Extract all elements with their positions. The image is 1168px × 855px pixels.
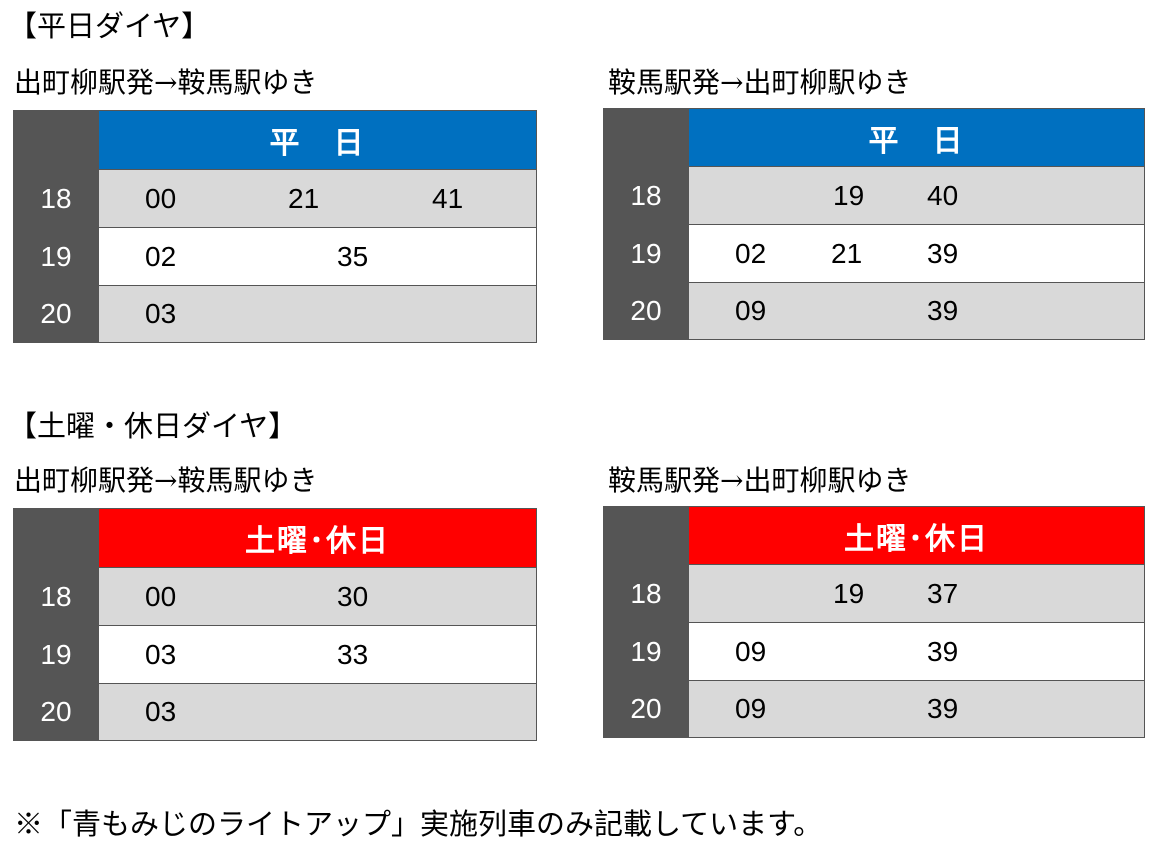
holiday-outbound-timetable: 土曜･休日 18 00 30 19 03 33 20 03 <box>13 508 537 741</box>
departure-minute: 02 <box>145 240 177 272</box>
departure-minute: 41 <box>432 182 464 214</box>
minutes-cell: 03 33 <box>98 625 537 684</box>
weekday-inbound-timetable: 平 日 18 19 40 19 02 21 39 20 09 39 <box>603 108 1145 340</box>
table-corner <box>13 508 99 568</box>
table-row: 19 03 33 <box>13 625 537 684</box>
hour-cell: 18 <box>13 567 99 626</box>
table-row: 19 09 39 <box>603 622 1145 681</box>
departure-minute: 33 <box>337 638 369 670</box>
table-row: 18 00 30 <box>13 567 537 626</box>
departure-minute: 03 <box>145 696 177 727</box>
departure-minute: 39 <box>927 295 959 326</box>
departure-minute: 30 <box>337 580 369 612</box>
departure-minute: 09 <box>735 635 767 667</box>
minutes-cell: 09 39 <box>688 680 1145 738</box>
weekday-outbound-timetable: 平 日 18 00 21 41 19 02 35 20 03 <box>13 110 537 343</box>
weekday-section-heading: 【平日ダイヤ】 <box>8 9 211 43</box>
timetable-header: 土曜･休日 <box>98 508 537 568</box>
hour-cell: 18 <box>603 166 689 225</box>
minutes-cell: 02 35 <box>98 227 537 286</box>
weekday-outbound-route-title: 出町柳駅発→鞍馬駅ゆき <box>14 66 318 99</box>
departure-minute: 00 <box>145 182 177 214</box>
departure-minute: 21 <box>831 237 863 269</box>
timetable-header: 土曜･休日 <box>688 506 1145 565</box>
departure-minute: 03 <box>145 298 177 329</box>
departure-minute: 00 <box>145 580 177 612</box>
timetable-header: 平 日 <box>688 108 1145 167</box>
table-corner <box>603 108 689 167</box>
minutes-cell: 02 21 39 <box>688 224 1145 283</box>
minutes-cell: 19 40 <box>688 166 1145 225</box>
minutes-cell: 19 37 <box>688 564 1145 623</box>
holiday-inbound-timetable: 土曜･休日 18 19 37 19 09 39 20 09 39 <box>603 506 1145 738</box>
table-row: 20 09 39 <box>603 282 1145 340</box>
hour-cell: 20 <box>603 282 689 340</box>
minutes-cell: 00 21 41 <box>98 169 537 228</box>
table-corner <box>603 506 689 565</box>
minutes-cell: 09 39 <box>688 622 1145 681</box>
departure-minute: 37 <box>927 577 959 609</box>
minutes-cell: 03 <box>98 285 537 343</box>
departure-minute: 40 <box>927 179 959 211</box>
table-row: 18 19 40 <box>603 166 1145 225</box>
departure-minute: 39 <box>927 237 959 269</box>
departure-minute: 03 <box>145 638 177 670</box>
table-row: 19 02 35 <box>13 227 537 286</box>
table-row: 19 02 21 39 <box>603 224 1145 283</box>
table-row: 20 09 39 <box>603 680 1145 738</box>
hour-cell: 18 <box>13 169 99 228</box>
hour-cell: 19 <box>13 625 99 684</box>
holiday-outbound-route-title: 出町柳駅発→鞍馬駅ゆき <box>14 464 318 497</box>
departure-minute: 19 <box>833 577 865 609</box>
departure-minute: 09 <box>735 693 767 724</box>
departure-minute: 39 <box>927 693 959 724</box>
minutes-cell: 00 30 <box>98 567 537 626</box>
minutes-cell: 03 <box>98 683 537 741</box>
weekday-inbound-route-title: 鞍馬駅発→出町柳駅ゆき <box>608 66 912 99</box>
hour-cell: 20 <box>13 683 99 741</box>
departure-minute: 35 <box>337 240 369 272</box>
hour-cell: 19 <box>603 224 689 283</box>
hour-cell: 19 <box>603 622 689 681</box>
table-row: 18 19 37 <box>603 564 1145 623</box>
timetable-header: 平 日 <box>98 110 537 170</box>
holiday-section-heading: 【土曜・休日ダイヤ】 <box>8 409 298 443</box>
holiday-inbound-route-title: 鞍馬駅発→出町柳駅ゆき <box>608 464 912 497</box>
table-row: 20 03 <box>13 683 537 741</box>
departure-minute: 21 <box>288 182 320 214</box>
hour-cell: 19 <box>13 227 99 286</box>
hour-cell: 18 <box>603 564 689 623</box>
minutes-cell: 09 39 <box>688 282 1145 340</box>
hour-cell: 20 <box>13 285 99 343</box>
table-row: 20 03 <box>13 285 537 343</box>
hour-cell: 20 <box>603 680 689 738</box>
departure-minute: 09 <box>735 295 767 326</box>
table-row: 18 00 21 41 <box>13 169 537 228</box>
footnote: ※「青もみじのライトアップ」実施列車のみ記載しています。 <box>14 807 823 841</box>
departure-minute: 02 <box>735 237 767 269</box>
departure-minute: 39 <box>927 635 959 667</box>
departure-minute: 19 <box>833 179 865 211</box>
table-corner <box>13 110 99 170</box>
